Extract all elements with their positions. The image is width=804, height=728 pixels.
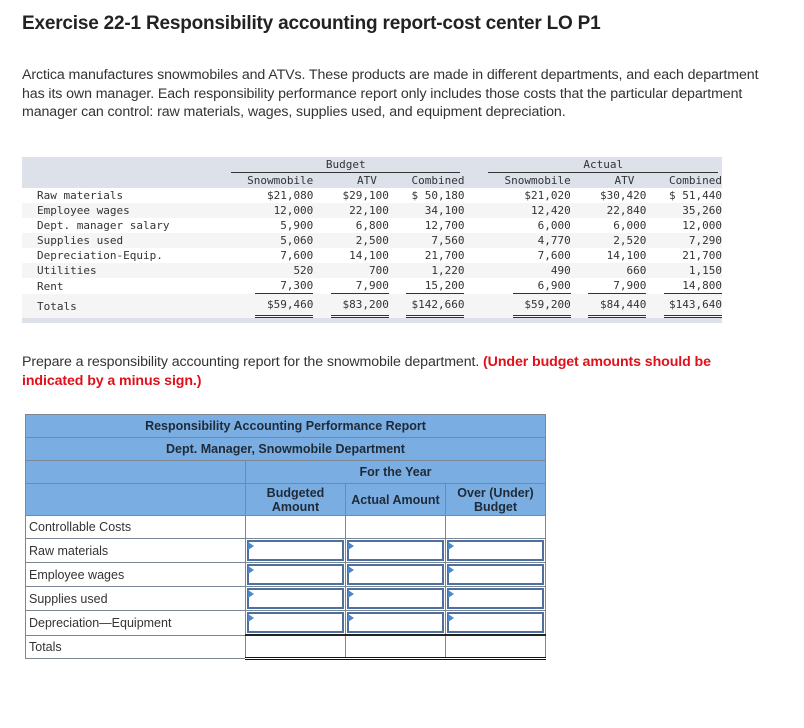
- col-budgeted-amount: Budgeted Amount: [245, 483, 346, 516]
- col-header: Combined: [646, 173, 722, 188]
- row-label: Supplies used: [25, 586, 246, 611]
- supplies-used-over-under-input[interactable]: [447, 588, 544, 609]
- col-header: Snowmobile: [227, 173, 314, 188]
- section-label: Controllable Costs: [25, 515, 246, 539]
- totals-actual-cell: [345, 634, 446, 660]
- responsibility-report-table: Responsibility Accounting Performance Re…: [25, 414, 546, 660]
- col-header: Snowmobile: [484, 173, 571, 188]
- report-period: For the Year: [245, 460, 546, 484]
- raw-materials-actual-input[interactable]: [347, 540, 444, 561]
- section-row: Controllable Costs: [25, 515, 546, 539]
- report-period-row: For the Year: [25, 460, 546, 484]
- col-header: Combined: [388, 173, 465, 188]
- table-row: Supplies used 5,060 2,500 7,560 4,770 2,…: [22, 233, 722, 248]
- employee-wages-over-under-input[interactable]: [447, 564, 544, 585]
- row-label: Supplies used: [22, 233, 227, 248]
- employee-wages-actual-input[interactable]: [347, 564, 444, 585]
- actual-group-header: Actual: [484, 157, 722, 173]
- employee-wages-budgeted-input[interactable]: [247, 564, 344, 585]
- row-label: Totals: [25, 634, 246, 659]
- totals-budgeted-cell: [245, 634, 346, 660]
- raw-materials-over-under-input[interactable]: [447, 540, 544, 561]
- totals-over-under-cell: [445, 634, 546, 660]
- report-totals-row: Totals: [25, 634, 546, 660]
- table-row: Dept. manager salary 5,900 6,800 12,700 …: [22, 218, 722, 233]
- group-header-row: Budget Actual: [22, 157, 722, 173]
- row-label: Employee wages: [22, 203, 227, 218]
- report-subtitle-row: Dept. Manager, Snowmobile Department: [25, 437, 546, 461]
- budget-group-header: Budget: [227, 157, 465, 173]
- minus-sign-warning: (Under budget amounts should be indicate…: [22, 354, 711, 389]
- table-row: Raw materials $21,080 $29,100 $ 50,180 $…: [22, 188, 722, 203]
- report-row: Depreciation—Equipment: [25, 610, 546, 636]
- depreciation-budgeted-input[interactable]: [247, 612, 344, 633]
- exercise-title: Exercise 22-1 Responsibility accounting …: [22, 13, 601, 34]
- table-row: Rent 7,300 7,900 15,200 6,900 7,900 14,8…: [22, 278, 722, 294]
- supplies-used-actual-input[interactable]: [347, 588, 444, 609]
- supplies-used-budgeted-input[interactable]: [247, 588, 344, 609]
- row-label: Depreciation-Equip.: [37, 249, 163, 262]
- column-header-row: Snowmobile ATV Combined Snowmobile ATV C…: [22, 173, 722, 188]
- row-label: Utilities: [22, 263, 227, 278]
- col-header: ATV: [570, 173, 647, 188]
- table-row: Depreciation-Equip. 7,600 14,100 21,700 …: [22, 248, 722, 263]
- row-label: Rent: [37, 279, 64, 293]
- row-label: Raw materials: [25, 538, 246, 563]
- report-title: Responsibility Accounting Performance Re…: [25, 414, 546, 438]
- depreciation-over-under-input[interactable]: [447, 612, 544, 633]
- row-label: Totals: [22, 294, 227, 318]
- budget-actual-data-table: Budget Actual Snowmobile ATV Combined Sn…: [22, 157, 722, 323]
- row-label: Employee wages: [25, 562, 246, 587]
- row-label: Depreciation—Equipment: [25, 610, 246, 636]
- col-actual-amount: Actual Amount: [345, 483, 446, 516]
- col-header: ATV: [313, 173, 389, 188]
- report-subtitle: Dept. Manager, Snowmobile Department: [25, 437, 546, 461]
- depreciation-actual-input[interactable]: [347, 612, 444, 633]
- raw-materials-budgeted-input[interactable]: [247, 540, 344, 561]
- instructions: Prepare a responsibility accounting repo…: [22, 354, 711, 389]
- report-row: Employee wages: [25, 562, 546, 587]
- report-title-row: Responsibility Accounting Performance Re…: [25, 414, 546, 438]
- report-column-header-row: Budgeted Amount Actual Amount Over (Unde…: [25, 483, 546, 516]
- table-row: Employee wages 12,000 22,100 34,100 12,4…: [22, 203, 722, 218]
- col-over-under-budget: Over (Under) Budget: [445, 483, 546, 516]
- intro-paragraph: Arctica manufactures snowmobiles and ATV…: [22, 67, 759, 120]
- table-row: Utilities 520 700 1,220 490 660 1,150: [22, 263, 722, 278]
- totals-row: Totals $59,460 $83,200 $142,660 $59,200 …: [22, 294, 722, 318]
- row-label: Dept. manager salary: [37, 219, 170, 232]
- report-row: Raw materials: [25, 538, 546, 563]
- row-label: Raw materials: [37, 189, 124, 202]
- report-row: Supplies used: [25, 586, 546, 611]
